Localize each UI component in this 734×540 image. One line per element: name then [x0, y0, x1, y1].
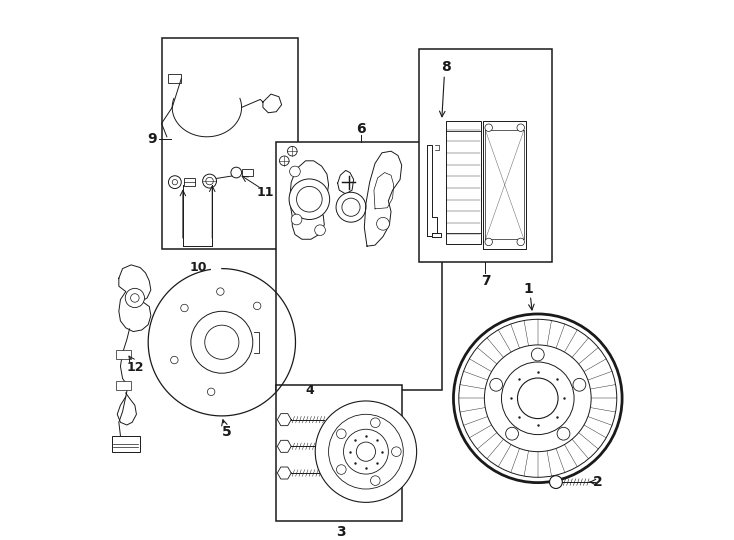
Bar — [116, 350, 131, 359]
Circle shape — [126, 288, 145, 308]
Text: 10: 10 — [189, 261, 206, 274]
Bar — [184, 178, 195, 186]
Text: 12: 12 — [126, 361, 144, 374]
Text: 1: 1 — [524, 282, 534, 296]
Bar — [116, 381, 131, 390]
Text: 2: 2 — [592, 475, 603, 489]
Bar — [276, 142, 442, 390]
Text: 7: 7 — [481, 274, 490, 288]
Circle shape — [231, 167, 241, 178]
Text: 9: 9 — [147, 132, 157, 146]
Circle shape — [550, 476, 562, 489]
Circle shape — [531, 348, 544, 361]
Circle shape — [454, 314, 622, 483]
Bar — [161, 38, 297, 249]
Circle shape — [485, 124, 493, 131]
Circle shape — [290, 166, 300, 177]
Circle shape — [573, 379, 586, 391]
Circle shape — [206, 177, 214, 185]
Circle shape — [557, 427, 570, 440]
Circle shape — [253, 302, 261, 309]
Circle shape — [280, 156, 289, 166]
Circle shape — [459, 319, 617, 477]
Circle shape — [517, 378, 558, 419]
Circle shape — [217, 288, 224, 295]
Bar — [168, 74, 181, 83]
Circle shape — [342, 198, 360, 217]
Text: 6: 6 — [356, 122, 366, 136]
Bar — [419, 49, 552, 262]
Circle shape — [506, 427, 518, 440]
Circle shape — [356, 442, 376, 461]
Circle shape — [208, 388, 215, 396]
Circle shape — [131, 294, 139, 302]
Circle shape — [490, 379, 503, 391]
Circle shape — [485, 238, 493, 246]
Circle shape — [336, 465, 346, 474]
Circle shape — [371, 418, 380, 428]
Circle shape — [289, 179, 330, 219]
Circle shape — [517, 124, 524, 131]
Bar — [241, 170, 253, 176]
Circle shape — [391, 447, 401, 456]
Circle shape — [170, 356, 178, 364]
Bar — [112, 436, 139, 451]
Circle shape — [484, 345, 591, 451]
Circle shape — [205, 325, 239, 359]
Circle shape — [169, 176, 181, 188]
Circle shape — [329, 414, 403, 489]
Circle shape — [172, 179, 178, 185]
Text: 3: 3 — [337, 525, 346, 539]
Circle shape — [297, 186, 322, 212]
Circle shape — [191, 311, 252, 373]
Circle shape — [371, 476, 380, 485]
Circle shape — [315, 225, 325, 235]
Bar — [446, 121, 481, 244]
Circle shape — [517, 238, 524, 246]
Circle shape — [203, 174, 217, 188]
Circle shape — [291, 214, 302, 225]
Circle shape — [336, 192, 366, 222]
Text: 8: 8 — [441, 60, 451, 75]
Circle shape — [344, 429, 388, 474]
Circle shape — [181, 304, 188, 312]
Circle shape — [501, 362, 574, 435]
Text: 5: 5 — [222, 425, 231, 439]
Bar — [276, 385, 401, 521]
Circle shape — [377, 218, 390, 230]
Circle shape — [315, 401, 417, 502]
Circle shape — [288, 146, 297, 156]
Text: 4: 4 — [305, 384, 313, 397]
Circle shape — [336, 429, 346, 438]
Text: 11: 11 — [257, 186, 275, 199]
